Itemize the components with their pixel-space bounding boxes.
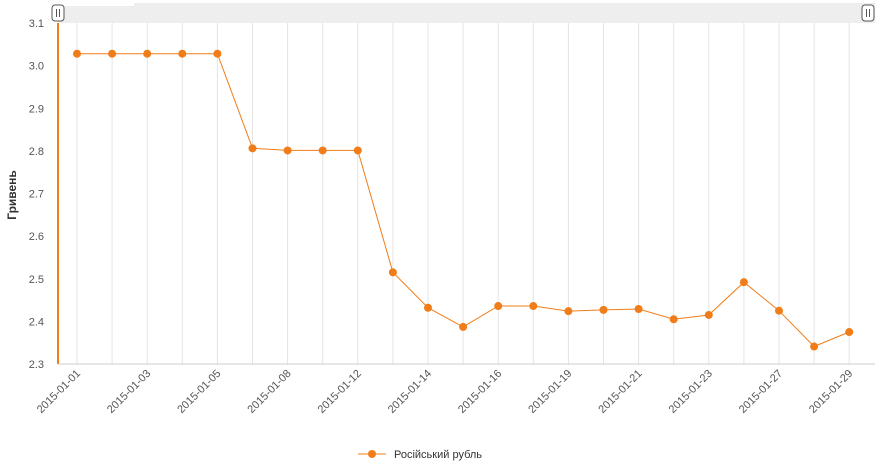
scroller-highlight [58, 3, 134, 6]
legend[interactable]: Російський рубль [358, 449, 482, 461]
y-tick-label: 2.4 [29, 316, 44, 328]
data-point[interactable] [845, 328, 854, 337]
scroll-handle-icon[interactable] [861, 4, 875, 22]
y-tick-label: 2.8 [29, 146, 44, 158]
x-tick-label: 2015-01-05 [175, 368, 223, 416]
x-tick-label: 2015-01-21 [596, 368, 644, 416]
x-tick-label: 2015-01-03 [105, 368, 153, 416]
series-points[interactable] [73, 49, 854, 351]
data-point[interactable] [388, 268, 397, 277]
scroller-right-handle[interactable] [861, 4, 875, 22]
data-point[interactable] [459, 322, 468, 331]
y-tick-label: 3.1 [29, 18, 44, 30]
y-tick-label: 2.9 [29, 103, 44, 115]
scroller-left-handle[interactable] [51, 4, 65, 22]
x-tick-label: 2015-01-08 [245, 368, 293, 416]
data-point[interactable] [704, 310, 713, 319]
scroller-track[interactable] [58, 3, 875, 23]
data-point[interactable] [283, 146, 292, 155]
x-tick-label: 2015-01-12 [316, 368, 364, 416]
legend-series-label[interactable]: Російський рубль [394, 449, 482, 461]
data-point[interactable] [810, 342, 819, 351]
data-point[interactable] [634, 305, 643, 314]
x-tick-label: 2015-01-01 [35, 368, 83, 416]
data-point[interactable] [248, 144, 257, 153]
x-tick-label: 2015-01-14 [386, 368, 434, 416]
x-tick-label: 2015-01-29 [807, 368, 855, 416]
y-tick-label: 3.0 [29, 61, 44, 73]
data-point[interactable] [739, 278, 748, 287]
data-point[interactable] [73, 49, 81, 58]
y-tick-label: 2.5 [29, 274, 44, 286]
data-point[interactable] [213, 49, 222, 58]
scroll-handle-icon[interactable] [51, 4, 65, 22]
data-point[interactable] [494, 302, 503, 311]
range-scroller[interactable] [51, 3, 875, 23]
data-point[interactable] [108, 49, 117, 58]
y-tick-label: 2.3 [29, 359, 44, 371]
data-point[interactable] [424, 303, 432, 312]
legend-swatch-marker [368, 450, 376, 458]
y-tick-label: 2.7 [29, 189, 44, 201]
y-axis-label: Гривень [5, 170, 19, 220]
data-point[interactable] [353, 146, 362, 155]
grid-lines [76, 23, 850, 364]
data-point[interactable] [599, 305, 608, 314]
y-tick-label: 2.6 [29, 231, 44, 243]
x-tick-label: 2015-01-16 [456, 368, 504, 416]
data-point[interactable] [318, 146, 327, 155]
y-tick-labels: 2.3 2.4 2.5 2.6 2.7 2.8 2.9 3.0 3.1 [29, 18, 44, 371]
data-point[interactable] [775, 306, 783, 315]
data-point[interactable] [669, 315, 678, 324]
data-point[interactable] [529, 302, 538, 311]
x-tick-labels: 2015-01-01 2015-01-03 2015-01-05 2015-01-08… [35, 368, 855, 416]
data-point[interactable] [178, 49, 187, 58]
data-point[interactable] [143, 49, 152, 58]
data-point[interactable] [564, 307, 573, 316]
x-tick-label: 2015-01-27 [737, 368, 785, 416]
x-tick-label: 2015-01-23 [667, 368, 715, 416]
x-tick-label: 2015-01-19 [526, 368, 574, 416]
